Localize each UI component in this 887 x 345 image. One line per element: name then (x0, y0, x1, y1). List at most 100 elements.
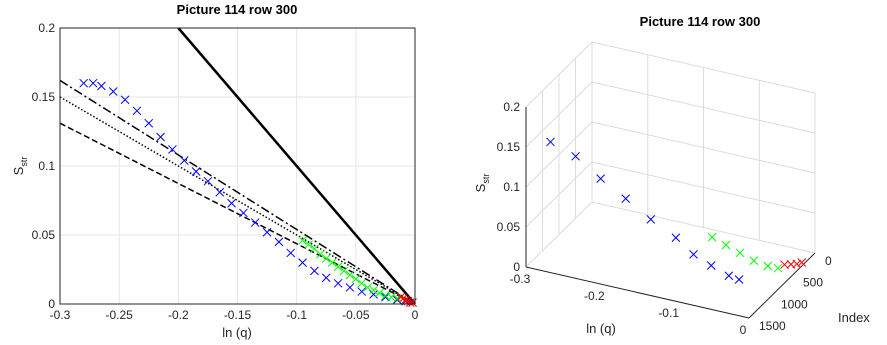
left-reference-line-solid (177, 27, 416, 305)
right-z-tick-label: 0.1 (503, 180, 520, 194)
right-point-red (797, 258, 807, 267)
left-y-tick-label: 0.05 (32, 228, 56, 242)
left-data-points (79, 78, 417, 307)
left-point-green (333, 262, 343, 272)
left-y-tick-label: 0.15 (32, 90, 56, 104)
right-index-tick-label: 1500 (759, 319, 786, 333)
right-point-green (763, 261, 773, 271)
left-tick-labels: -0.3 -0.25 -0.2 -0.15 -0.1 -0.05 0 0 0.05 0.1 0.15… (32, 21, 419, 322)
right-wall-gridline (591, 81, 816, 134)
right-point-blue (706, 261, 716, 270)
left-point-blue (144, 118, 154, 128)
right-wall-gridline (591, 121, 816, 174)
left-point-blue (132, 106, 142, 116)
left-x-tick-label: -0.05 (342, 308, 370, 322)
left-point-blue (369, 289, 378, 299)
left-x-tick-label: -0.3 (50, 308, 71, 322)
left-chart: Picture 114 row 300 -0.3 -0.25 -0.2 -0.15 -0… (11, 2, 419, 340)
left-y-tick-label: 0.2 (38, 21, 55, 35)
left-point-blue (108, 87, 118, 96)
left-point-green (351, 274, 361, 284)
right-point-red (780, 260, 789, 270)
right-point-blue (646, 215, 656, 224)
right-z-tick-label: 0.2 (503, 100, 520, 114)
left-y-axis-label-subscript: str (19, 157, 29, 167)
left-point-blue (262, 227, 272, 237)
left-point-green (345, 270, 355, 280)
right-point-blue (571, 151, 580, 161)
right-x-tick-label: 0 (740, 323, 747, 337)
left-point-blue (345, 283, 355, 292)
left-point-blue (203, 176, 213, 186)
right-z-axis-label: Sstr (473, 174, 491, 193)
right-z-tick-label: 0.15 (497, 140, 521, 154)
left-x-tick-label: -0.1 (286, 308, 307, 322)
left-point-green (339, 266, 349, 276)
left-point-blue (215, 187, 225, 197)
right-wall-gridline (525, 81, 593, 148)
left-x-tick-label: -0.25 (105, 308, 133, 322)
left-point-blue (357, 287, 367, 296)
left-x-tick-label: -0.2 (168, 308, 189, 322)
left-point-red (396, 292, 406, 302)
right-index-axis (748, 252, 816, 319)
right-wall-gridline (591, 161, 816, 214)
left-point-green (381, 291, 390, 301)
left-point-blue (179, 156, 189, 165)
left-point-green (357, 278, 367, 288)
left-point-blue (97, 81, 106, 91)
left-point-red (398, 294, 408, 303)
right-point-blue (596, 174, 606, 184)
left-point-green (386, 292, 396, 302)
left-point-green (321, 254, 331, 263)
left-point-blue (79, 78, 89, 88)
right-point-blue (546, 137, 555, 147)
left-point-blue (120, 95, 130, 105)
left-reference-lines (59, 27, 416, 305)
right-z-tick-label: 0 (513, 260, 520, 274)
left-point-blue (274, 237, 284, 247)
right-point-blue (724, 271, 734, 281)
left-point-blue (250, 218, 260, 227)
left-point-blue (298, 258, 307, 267)
right-z-axis-label-subscript: str (481, 174, 491, 184)
left-x-tick-label: 0 (412, 308, 419, 322)
left-y-axis-label: Sstr (11, 157, 29, 176)
left-point-blue (227, 198, 236, 208)
left-point-green (327, 258, 337, 267)
right-point-blue (689, 250, 698, 259)
left-point-blue (333, 278, 343, 288)
left-point-blue (286, 248, 296, 258)
left-point-green (369, 285, 378, 295)
right-x-tick-label: -0.2 (584, 289, 605, 303)
left-y-tick-label: 0.1 (38, 159, 55, 173)
right-index-tick-label: 0 (825, 254, 832, 268)
left-chart-title: Picture 114 row 300 (177, 2, 298, 17)
right-point-red (792, 259, 802, 269)
right-x-tick-label: -0.3 (510, 272, 531, 286)
right-wall-gridline (525, 161, 593, 228)
right-x-tick-label: -0.1 (658, 306, 679, 320)
left-reference-line-dashed (59, 122, 416, 305)
right-y-axis-label: Index (838, 310, 870, 325)
right-z-tick-label: 0.05 (497, 220, 521, 234)
right-3d-box (525, 41, 816, 319)
left-plot-frame (59, 27, 416, 305)
left-x-axis-label: ln (q) (222, 325, 252, 340)
left-point-green (298, 236, 307, 245)
right-point-green (735, 248, 745, 258)
right-chart-title: Picture 114 row 300 (640, 14, 761, 29)
right-point-green (707, 232, 717, 242)
right-point-green (773, 263, 783, 273)
left-point-blue (310, 266, 319, 276)
right-data-points (546, 137, 807, 284)
right-point-green (749, 256, 759, 265)
left-y-tick-label: 0 (48, 297, 55, 311)
left-point-red (401, 295, 410, 305)
right-point-blue (621, 194, 631, 203)
left-point-green (363, 283, 373, 292)
left-point-blue (191, 167, 201, 176)
left-point-red (405, 298, 415, 307)
right-index-tick-label: 1000 (781, 297, 808, 311)
